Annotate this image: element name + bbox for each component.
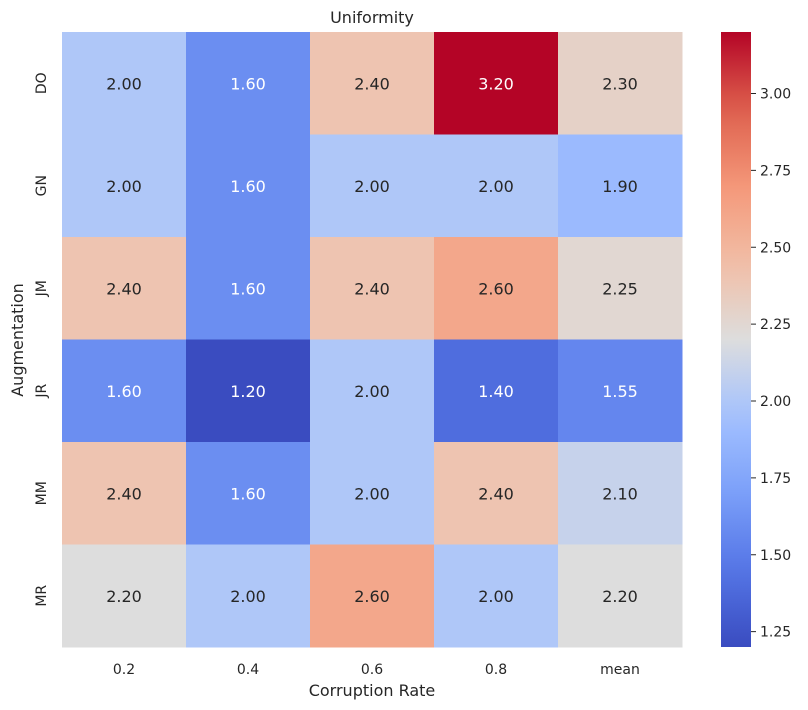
cell-value-label: 2.00 (354, 382, 390, 401)
colorbar-tick-label: 1.50 (760, 548, 791, 564)
cell-value-label: 2.00 (106, 177, 142, 196)
heatmap-cell (558, 544, 683, 648)
cell-value-label: 2.00 (354, 177, 390, 196)
heatmap-cell (62, 237, 187, 340)
x-axis-ticks: 0.2 0.4 0.6 0.8 mean (113, 662, 640, 678)
heatmap-cell (310, 237, 435, 340)
heatmap-cell (310, 134, 435, 238)
x-tick-label: 0.4 (237, 662, 259, 678)
y-tick-label: GN (34, 175, 50, 196)
heatmap-cell (310, 544, 435, 648)
y-axis-label: Augmentation (8, 283, 27, 397)
colorbar-tick-label: 2.25 (760, 317, 791, 333)
cell-value-label: 2.00 (478, 587, 514, 606)
x-tick-label: 0.8 (485, 662, 507, 678)
cell-value-label: 2.40 (106, 279, 142, 298)
heatmap-cell (434, 339, 559, 443)
y-tick-label: DO (34, 72, 50, 94)
x-tick-label: 0.6 (361, 662, 383, 678)
x-axis-label: Corruption Rate (309, 681, 436, 700)
cell-value-label: 1.60 (230, 279, 266, 298)
colorbar-tick-label: 2.50 (760, 240, 791, 256)
cell-value-label: 2.20 (602, 587, 638, 606)
heatmap-cell (434, 32, 559, 135)
cell-value-label: 1.60 (230, 177, 266, 196)
cell-value-label: 2.25 (602, 279, 638, 298)
cell-value-label: 2.40 (354, 279, 390, 298)
heatmap-cell (186, 134, 311, 238)
cell-value-label: 2.40 (106, 484, 142, 503)
heatmap-cells: 2.00 1.60 2.40 3.20 2.30 2.00 1.60 2.00 2.00 1.90… (62, 32, 683, 648)
colorbar-tick-label: 2.00 (760, 394, 791, 410)
y-tick-label: MR (34, 585, 50, 607)
cell-value-label: 2.20 (106, 587, 142, 606)
colorbar (721, 32, 751, 647)
heatmap-cell (558, 134, 683, 238)
heatmap-cell (558, 32, 683, 135)
cell-value-label: 2.40 (478, 484, 514, 503)
y-tick-label: MM (34, 481, 50, 505)
colorbar-tick-label: 2.75 (760, 163, 791, 179)
heatmap-cell (310, 32, 435, 135)
heatmap-cell (62, 442, 187, 545)
colorbar-tick-label: 1.25 (760, 625, 791, 641)
cell-value-label: 2.00 (106, 74, 142, 93)
heatmap-cell (186, 339, 311, 443)
heatmap-cell (434, 134, 559, 238)
colorbar-tick-label: 1.75 (760, 471, 791, 487)
cell-value-label: 2.30 (602, 74, 638, 93)
cell-value-label: 2.00 (478, 177, 514, 196)
heatmap-cell (186, 544, 311, 648)
heatmap-cell (558, 339, 683, 443)
heatmap-cell (186, 237, 311, 340)
x-tick-label: 0.2 (113, 662, 135, 678)
cell-value-label: 2.00 (354, 484, 390, 503)
cell-value-label: 1.40 (478, 382, 514, 401)
cell-value-label: 2.00 (230, 587, 266, 606)
cell-value-label: 2.10 (602, 484, 638, 503)
heatmap-cell (434, 544, 559, 648)
heatmap-cell (62, 134, 187, 238)
cell-value-label: 2.60 (478, 279, 514, 298)
heatmap-cell (186, 32, 311, 135)
y-tick-label: JM (34, 280, 50, 297)
chart-title: Uniformity (330, 8, 414, 27)
cell-value-label: 1.60 (106, 382, 142, 401)
cell-value-label: 1.60 (230, 74, 266, 93)
cell-value-label: 3.20 (478, 74, 514, 93)
heatmap-cell (310, 442, 435, 545)
cell-value-label: 1.55 (602, 382, 638, 401)
heatmap-cell (186, 442, 311, 545)
cell-value-label: 1.20 (230, 382, 266, 401)
heatmap-cell (310, 339, 435, 443)
cell-value-label: 2.60 (354, 587, 390, 606)
colorbar-tick-label: 3.00 (760, 87, 791, 103)
colorbar-ticks: 1.25 1.50 1.75 2.00 2.25 2.50 2.75 3.00 (751, 87, 791, 641)
cell-value-label: 1.60 (230, 484, 266, 503)
heatmap-cell (558, 237, 683, 340)
cell-value-label: 1.90 (602, 177, 638, 196)
heatmap-cell (62, 32, 187, 135)
y-tick-label: JR (34, 384, 50, 399)
heatmap-cell (62, 339, 187, 443)
cell-value-label: 2.40 (354, 74, 390, 93)
y-axis-ticks: DO GN JM JR MM MR (34, 72, 50, 606)
heatmap-cell (434, 442, 559, 545)
x-tick-label: mean (600, 662, 640, 678)
heatmap-cell (434, 237, 559, 340)
heatmap-cell (558, 442, 683, 545)
heatmap-cell (62, 544, 187, 648)
